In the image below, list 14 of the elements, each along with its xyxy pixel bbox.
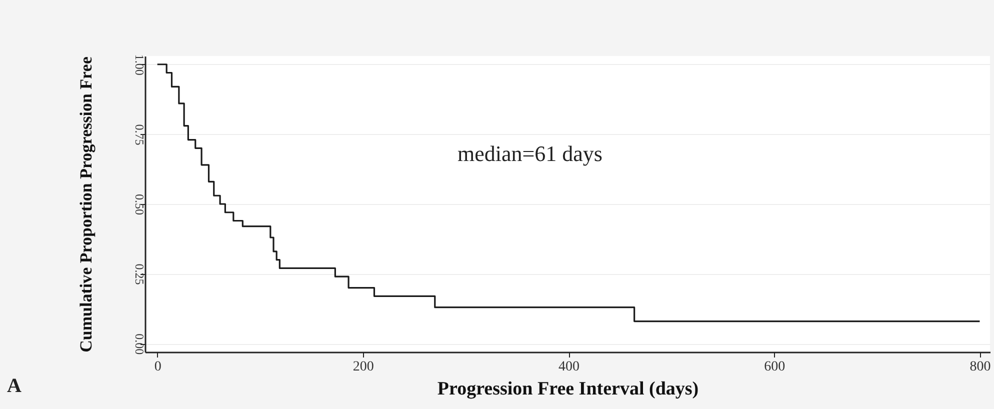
x-tick-label: 600 (764, 360, 786, 374)
y-tick-label: 1.00 (132, 54, 146, 76)
x-tick-label: 800 (970, 360, 991, 374)
y-tick-label: 0.00 (132, 334, 146, 355)
x-axis-title: Progression Free Interval (days) (437, 378, 699, 400)
y-tick-label: 0.75 (132, 124, 146, 146)
y-tick-label: 0.25 (132, 264, 146, 285)
x-tick-label: 200 (352, 360, 374, 374)
annotation: median=61 days (458, 141, 602, 166)
y-axis-title: Cumulative Proportion Progression Free (76, 56, 96, 352)
x-tick-label: 0 (154, 360, 162, 374)
x-tick-label: 400 (558, 360, 580, 374)
y-tick-label: 0.50 (132, 194, 146, 215)
text: A (7, 375, 22, 397)
